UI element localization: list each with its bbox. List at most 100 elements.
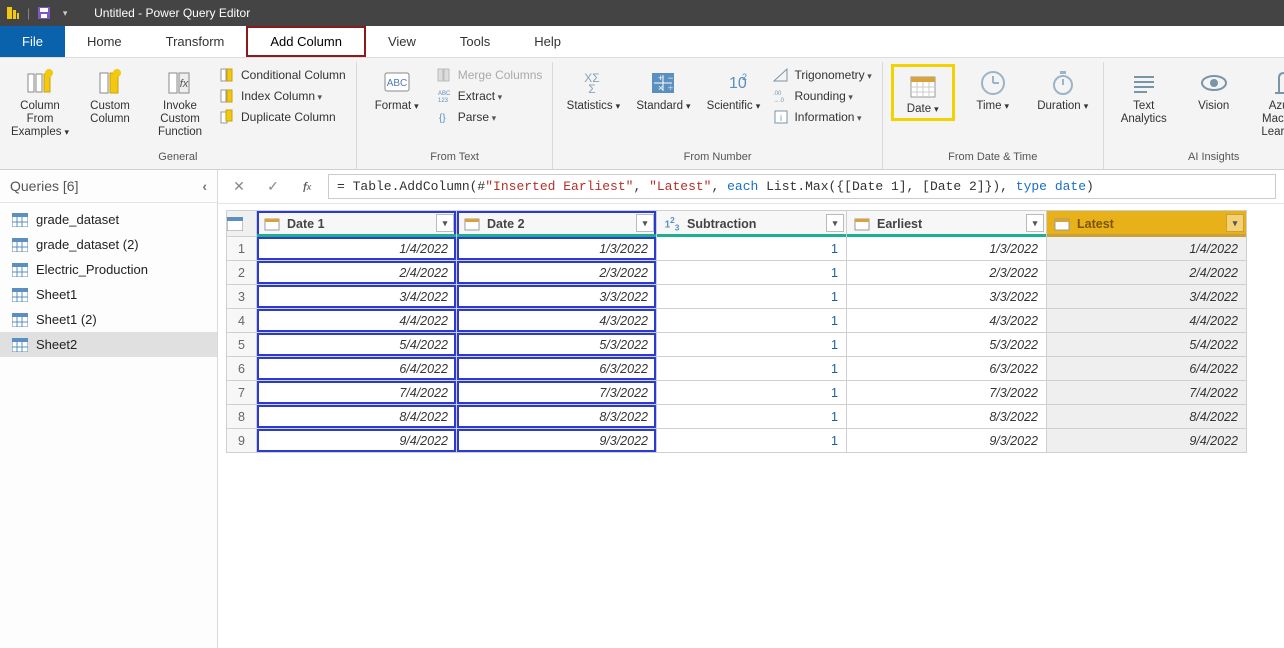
cell-date-1[interactable]: 8/4/2022 — [257, 405, 457, 429]
row-number[interactable]: 9 — [227, 429, 257, 453]
tab-add-column[interactable]: Add Column — [246, 26, 366, 57]
formula-input[interactable]: = Table.AddColumn(#"Inserted Earliest", … — [328, 174, 1276, 199]
row-index-header[interactable] — [227, 211, 257, 237]
row-number[interactable]: 7 — [227, 381, 257, 405]
table-row[interactable]: 66/4/20226/3/202216/3/20226/4/2022 — [227, 357, 1247, 381]
query-item-grade-dataset-2-[interactable]: grade_dataset (2) — [0, 232, 217, 257]
cell-date-2[interactable]: 8/3/2022 — [457, 405, 657, 429]
trigonometry-button[interactable]: Trigonometry — [771, 66, 873, 84]
filter-icon[interactable]: ▾ — [436, 214, 454, 232]
standard-button[interactable]: +−×÷Standard — [631, 64, 695, 113]
column-header-date-1[interactable]: Date 1▾ — [257, 211, 457, 237]
tab-file[interactable]: File — [0, 26, 65, 57]
filter-icon[interactable]: ▾ — [636, 214, 654, 232]
cell-subtraction[interactable]: 1 — [657, 381, 847, 405]
collapse-icon[interactable]: ‹ — [202, 178, 207, 194]
table-row[interactable]: 77/4/20227/3/202217/3/20227/4/2022 — [227, 381, 1247, 405]
column-from-examples-button[interactable]: Column FromExamples — [8, 64, 72, 140]
data-table[interactable]: Date 1▾Date 2▾123Subtraction▾Earliest▾La… — [226, 210, 1247, 453]
cell-latest[interactable]: 1/4/2022 — [1047, 237, 1247, 261]
filter-icon[interactable]: ▾ — [1226, 214, 1244, 232]
cell-latest[interactable]: 9/4/2022 — [1047, 429, 1247, 453]
table-row[interactable]: 22/4/20222/3/202212/3/20222/4/2022 — [227, 261, 1247, 285]
table-row[interactable]: 33/4/20223/3/202213/3/20223/4/2022 — [227, 285, 1247, 309]
cell-latest[interactable]: 2/4/2022 — [1047, 261, 1247, 285]
row-number[interactable]: 2 — [227, 261, 257, 285]
table-row[interactable]: 99/4/20229/3/202219/3/20229/4/2022 — [227, 429, 1247, 453]
row-number[interactable]: 5 — [227, 333, 257, 357]
cell-subtraction[interactable]: 1 — [657, 357, 847, 381]
accept-formula-icon[interactable]: ✓ — [260, 175, 286, 199]
rounding-button[interactable]: .00→.0Rounding — [771, 87, 873, 105]
qat-dropdown-icon[interactable]: ▾ — [56, 4, 74, 22]
cell-date-1[interactable]: 2/4/2022 — [257, 261, 457, 285]
cell-subtraction[interactable]: 1 — [657, 285, 847, 309]
tab-help[interactable]: Help — [512, 26, 583, 57]
row-number[interactable]: 4 — [227, 309, 257, 333]
table-row[interactable]: 11/4/20221/3/202211/3/20221/4/2022 — [227, 237, 1247, 261]
vision-button[interactable]: Vision — [1182, 64, 1246, 113]
row-number[interactable]: 3 — [227, 285, 257, 309]
index-column-button[interactable]: Index Column — [218, 87, 348, 105]
cell-earliest[interactable]: 6/3/2022 — [847, 357, 1047, 381]
tab-tools[interactable]: Tools — [438, 26, 512, 57]
query-item-sheet1[interactable]: Sheet1 — [0, 282, 217, 307]
statistics-button[interactable]: XΣΣStatistics — [561, 64, 625, 113]
query-item-electric-production[interactable]: Electric_Production — [0, 257, 217, 282]
save-icon[interactable] — [35, 4, 53, 22]
fx-icon[interactable]: fx — [294, 175, 320, 199]
parse-button[interactable]: {}Parse — [435, 108, 545, 126]
date-button[interactable]: Date — [891, 64, 955, 121]
cell-latest[interactable]: 4/4/2022 — [1047, 309, 1247, 333]
cell-earliest[interactable]: 3/3/2022 — [847, 285, 1047, 309]
cell-subtraction[interactable]: 1 — [657, 309, 847, 333]
table-row[interactable]: 55/4/20225/3/202215/3/20225/4/2022 — [227, 333, 1247, 357]
cell-subtraction[interactable]: 1 — [657, 333, 847, 357]
cell-date-1[interactable]: 9/4/2022 — [257, 429, 457, 453]
column-header-latest[interactable]: Latest▾ — [1047, 211, 1247, 237]
custom-column-button[interactable]: CustomColumn — [78, 64, 142, 126]
cell-date-2[interactable]: 5/3/2022 — [457, 333, 657, 357]
cell-date-2[interactable]: 7/3/2022 — [457, 381, 657, 405]
cell-date-1[interactable]: 3/4/2022 — [257, 285, 457, 309]
cell-latest[interactable]: 5/4/2022 — [1047, 333, 1247, 357]
table-row[interactable]: 88/4/20228/3/202218/3/20228/4/2022 — [227, 405, 1247, 429]
tab-transform[interactable]: Transform — [144, 26, 247, 57]
row-number[interactable]: 8 — [227, 405, 257, 429]
column-header-subtraction[interactable]: 123Subtraction▾ — [657, 211, 847, 237]
filter-icon[interactable]: ▾ — [1026, 214, 1044, 232]
query-item-sheet1-2-[interactable]: Sheet1 (2) — [0, 307, 217, 332]
table-row[interactable]: 44/4/20224/3/202214/3/20224/4/2022 — [227, 309, 1247, 333]
azure-ml-button[interactable]: Azure MachineLearning — [1252, 64, 1284, 140]
cell-date-2[interactable]: 2/3/2022 — [457, 261, 657, 285]
column-header-date-2[interactable]: Date 2▾ — [457, 211, 657, 237]
text-analytics-button[interactable]: TextAnalytics — [1112, 64, 1176, 126]
cell-date-2[interactable]: 4/3/2022 — [457, 309, 657, 333]
row-number[interactable]: 1 — [227, 237, 257, 261]
cell-date-1[interactable]: 7/4/2022 — [257, 381, 457, 405]
cell-earliest[interactable]: 9/3/2022 — [847, 429, 1047, 453]
column-header-earliest[interactable]: Earliest▾ — [847, 211, 1047, 237]
filter-icon[interactable]: ▾ — [826, 214, 844, 232]
scientific-button[interactable]: 102Scientific — [701, 64, 765, 113]
cell-date-2[interactable]: 1/3/2022 — [457, 237, 657, 261]
cell-date-1[interactable]: 1/4/2022 — [257, 237, 457, 261]
cell-latest[interactable]: 3/4/2022 — [1047, 285, 1247, 309]
format-button[interactable]: ABCFormat — [365, 64, 429, 113]
duplicate-column-button[interactable]: Duplicate Column — [218, 108, 348, 126]
information-button[interactable]: iInformation — [771, 108, 873, 126]
cell-earliest[interactable]: 2/3/2022 — [847, 261, 1047, 285]
cell-subtraction[interactable]: 1 — [657, 261, 847, 285]
cell-subtraction[interactable]: 1 — [657, 405, 847, 429]
queries-header[interactable]: Queries [6] ‹ — [0, 170, 217, 203]
extract-button[interactable]: ABC123Extract — [435, 87, 545, 105]
invoke-custom-function-button[interactable]: fxInvoke CustomFunction — [148, 64, 212, 140]
cell-earliest[interactable]: 8/3/2022 — [847, 405, 1047, 429]
query-item-sheet2[interactable]: Sheet2 — [0, 332, 217, 357]
cell-latest[interactable]: 6/4/2022 — [1047, 357, 1247, 381]
cell-date-1[interactable]: 6/4/2022 — [257, 357, 457, 381]
cell-earliest[interactable]: 5/3/2022 — [847, 333, 1047, 357]
cell-latest[interactable]: 8/4/2022 — [1047, 405, 1247, 429]
time-button[interactable]: Time — [961, 64, 1025, 113]
cell-date-1[interactable]: 4/4/2022 — [257, 309, 457, 333]
